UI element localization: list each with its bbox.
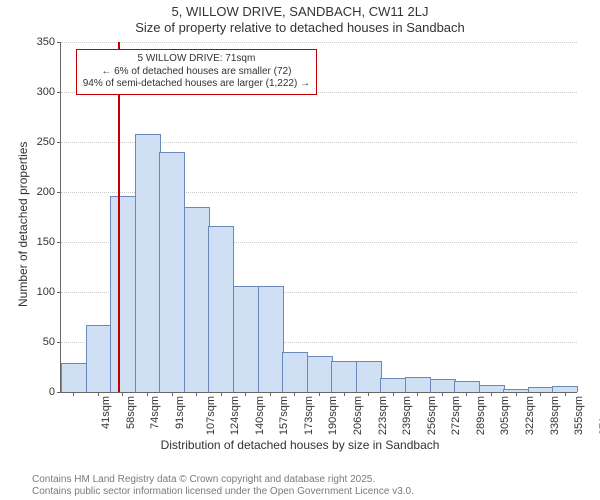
x-tick-label: 91sqm bbox=[174, 396, 186, 429]
footer-line-1: Contains HM Land Registry data © Crown c… bbox=[32, 474, 414, 486]
x-tick-mark bbox=[294, 392, 295, 396]
annotation-line-1: 5 WILLOW DRIVE: 71sqm bbox=[83, 53, 310, 66]
bar bbox=[405, 377, 431, 392]
plot-area: 050100150200250300350 41sqm58sqm74sqm91s… bbox=[60, 42, 577, 393]
bar bbox=[135, 134, 161, 392]
x-tick-mark bbox=[221, 392, 222, 396]
y-tick-mark bbox=[57, 42, 61, 43]
bar bbox=[184, 207, 210, 392]
y-tick-mark bbox=[57, 92, 61, 93]
bar bbox=[380, 378, 406, 392]
x-axis-label: Distribution of detached houses by size … bbox=[0, 438, 600, 452]
x-tick-mark bbox=[344, 392, 345, 396]
annotation-line-2: ← 6% of detached houses are smaller (72) bbox=[83, 66, 310, 79]
x-tick-mark bbox=[565, 392, 566, 396]
x-tick-mark bbox=[245, 392, 246, 396]
x-tick-label: 338sqm bbox=[549, 396, 561, 435]
y-tick-mark bbox=[57, 242, 61, 243]
x-tick-mark bbox=[540, 392, 541, 396]
x-tick-mark bbox=[368, 392, 369, 396]
x-tick-label: 239sqm bbox=[401, 396, 413, 435]
y-tick-mark bbox=[57, 192, 61, 193]
x-tick-mark bbox=[196, 392, 197, 396]
bar bbox=[331, 361, 357, 392]
x-tick-label: 107sqm bbox=[205, 396, 217, 435]
x-tick-label: 256sqm bbox=[426, 396, 438, 435]
bar bbox=[159, 152, 185, 392]
x-tick-mark bbox=[466, 392, 467, 396]
x-tick-mark bbox=[516, 392, 517, 396]
x-tick-mark bbox=[270, 392, 271, 396]
x-tick-mark bbox=[73, 392, 74, 396]
bar bbox=[430, 379, 456, 392]
x-tick-label: 272sqm bbox=[450, 396, 462, 435]
x-tick-mark bbox=[491, 392, 492, 396]
bar bbox=[86, 325, 112, 392]
x-tick-label: 289sqm bbox=[475, 396, 487, 435]
bar bbox=[258, 286, 284, 392]
x-tick-mark bbox=[172, 392, 173, 396]
y-axis-label: Number of detached properties bbox=[16, 142, 30, 307]
chart-container: 5, WILLOW DRIVE, SANDBACH, CW11 2LJ Size… bbox=[0, 0, 600, 500]
bar bbox=[479, 385, 505, 392]
bar bbox=[208, 226, 234, 392]
chart-title-sub: Size of property relative to detached ho… bbox=[0, 20, 600, 35]
x-tick-label: 355sqm bbox=[573, 396, 585, 435]
y-tick-mark bbox=[57, 142, 61, 143]
x-tick-label: 41sqm bbox=[100, 396, 112, 429]
x-tick-label: 190sqm bbox=[328, 396, 340, 435]
footer-line-2: Contains public sector information licen… bbox=[32, 486, 414, 498]
x-tick-mark bbox=[442, 392, 443, 396]
bar bbox=[307, 356, 333, 392]
chart-title-main: 5, WILLOW DRIVE, SANDBACH, CW11 2LJ bbox=[0, 4, 600, 19]
y-tick-mark bbox=[57, 392, 61, 393]
x-tick-label: 74sqm bbox=[149, 396, 161, 429]
x-tick-label: 223sqm bbox=[377, 396, 389, 435]
x-tick-label: 157sqm bbox=[278, 396, 290, 435]
y-tick-mark bbox=[57, 292, 61, 293]
bar bbox=[61, 363, 87, 392]
annotation-box: 5 WILLOW DRIVE: 71sqm ← 6% of detached h… bbox=[76, 49, 317, 95]
bar bbox=[233, 286, 259, 392]
x-tick-mark bbox=[98, 392, 99, 396]
marker-vertical-line bbox=[118, 42, 120, 392]
x-tick-label: 140sqm bbox=[254, 396, 266, 435]
x-tick-mark bbox=[147, 392, 148, 396]
x-tick-label: 206sqm bbox=[352, 396, 364, 435]
bar bbox=[110, 196, 136, 392]
x-tick-label: 58sqm bbox=[125, 396, 137, 429]
x-tick-mark bbox=[122, 392, 123, 396]
x-tick-label: 173sqm bbox=[303, 396, 315, 435]
grid-line bbox=[61, 42, 577, 43]
x-tick-label: 322sqm bbox=[524, 396, 536, 435]
x-tick-mark bbox=[393, 392, 394, 396]
x-tick-label: 305sqm bbox=[500, 396, 512, 435]
x-tick-label: 124sqm bbox=[229, 396, 241, 435]
bar bbox=[454, 381, 480, 392]
bar bbox=[356, 361, 382, 392]
annotation-line-3: 94% of semi-detached houses are larger (… bbox=[83, 78, 310, 91]
x-tick-mark bbox=[417, 392, 418, 396]
bar bbox=[282, 352, 308, 392]
chart-footer: Contains HM Land Registry data © Crown c… bbox=[32, 474, 414, 498]
x-tick-mark bbox=[319, 392, 320, 396]
y-tick-mark bbox=[57, 342, 61, 343]
